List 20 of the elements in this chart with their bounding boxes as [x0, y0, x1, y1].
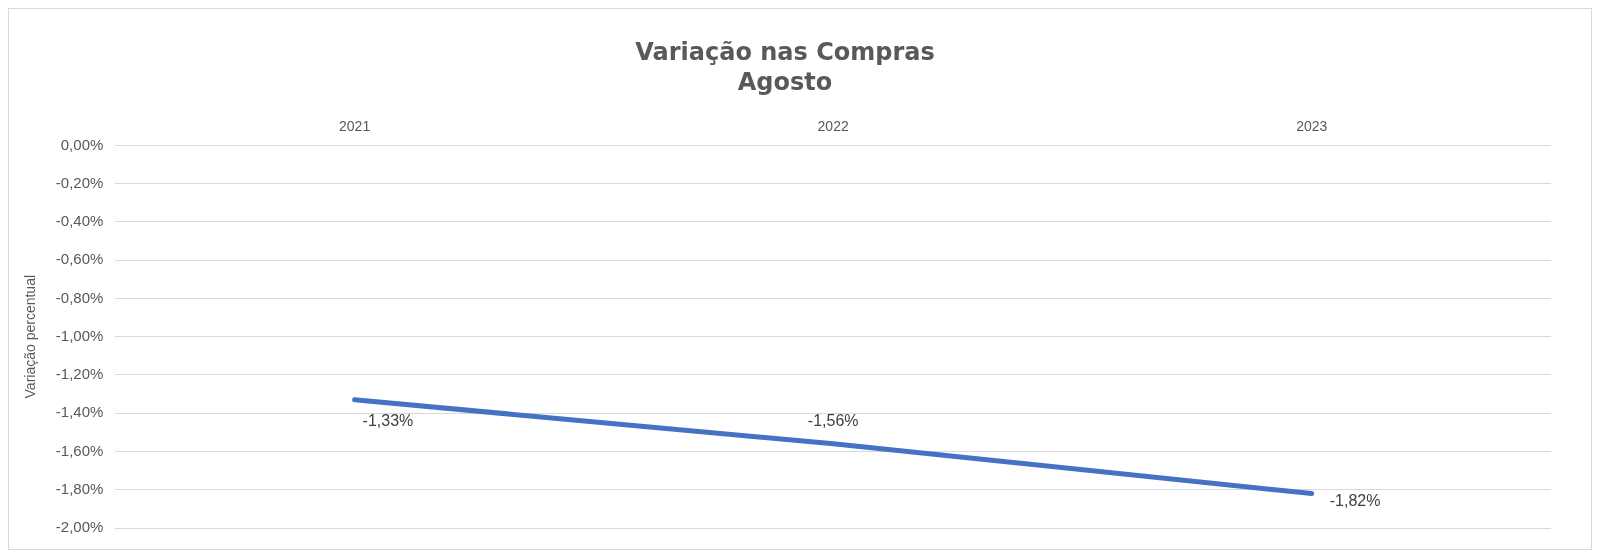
x-tick-label: 2022: [817, 117, 849, 134]
data-label: -1,82%: [1329, 491, 1381, 509]
y-tick-label: -0,80%: [55, 288, 104, 306]
chart-title: Variação nas Compras: [635, 37, 935, 66]
y-tick-label: -1,40%: [55, 403, 104, 421]
y-tick-label: -1,20%: [55, 365, 104, 383]
y-tick-label: -1,00%: [55, 326, 104, 344]
y-tick-label: -1,80%: [55, 479, 104, 497]
y-tick-label: -2,00%: [55, 518, 104, 536]
y-tick-label: -0,40%: [55, 212, 104, 230]
chart-subtitle: Agosto: [737, 68, 833, 97]
y-axis-title: Variação percentual: [22, 274, 39, 399]
x-tick-label: 2023: [1296, 117, 1328, 134]
y-tick-label: -1,60%: [55, 441, 104, 459]
data-label: -1,56%: [807, 412, 859, 430]
y-tick-label: 0,00%: [60, 135, 104, 153]
y-tick-label: -0,20%: [55, 173, 104, 191]
x-tick-label: 2021: [339, 117, 371, 134]
data-label: -1,33%: [362, 412, 414, 430]
y-tick-label: -0,60%: [55, 250, 104, 268]
